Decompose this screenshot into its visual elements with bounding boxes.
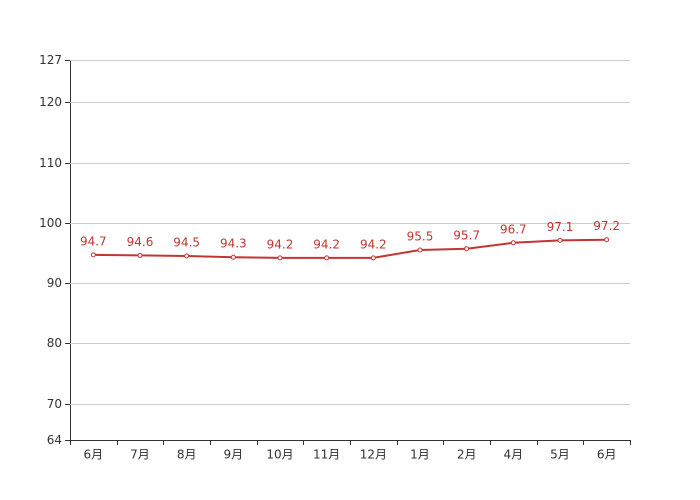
y-tick-label: 64	[47, 433, 62, 447]
point	[464, 246, 470, 252]
y-tick-label: 127	[39, 53, 62, 67]
y-tick-label: 100	[39, 216, 62, 230]
data-label: 94.7	[80, 234, 107, 248]
data-label: 94.2	[360, 237, 387, 251]
y-tick-label: 110	[39, 156, 62, 170]
data-label: 94.2	[313, 237, 340, 251]
y-tick-label: 120	[39, 95, 62, 109]
data-label: 97.2	[593, 219, 620, 233]
x-tick-label: 11月	[313, 448, 340, 462]
x-tick-label: 1月	[410, 448, 430, 462]
x-tick-label: 12月	[360, 448, 387, 462]
data-label: 97.1	[547, 220, 574, 234]
line	[93, 238, 607, 259]
x-tick-label: 4月	[504, 448, 524, 462]
x-tick-label: 6月	[84, 448, 104, 462]
data-label: 95.5	[407, 230, 434, 244]
x-tick-label: 5月	[550, 448, 570, 462]
point	[370, 255, 376, 261]
x-tick-label: 7月	[130, 448, 150, 462]
x-tick-label: 6月	[597, 448, 617, 462]
point	[510, 240, 516, 246]
data-label: 94.5	[173, 236, 200, 250]
x-tick-label: 10月	[266, 448, 293, 462]
y-tick-label: 90	[47, 276, 62, 290]
point	[184, 253, 190, 259]
x-tick-label: 9月	[224, 448, 244, 462]
data-label: 94.2	[267, 237, 294, 251]
data-label: 96.7	[500, 222, 527, 236]
data-label: 94.6	[127, 235, 154, 249]
y-tick-label: 80	[47, 336, 62, 350]
data-label: 94.3	[220, 237, 247, 251]
point	[324, 255, 330, 261]
point	[90, 252, 96, 258]
data-label: 95.7	[453, 228, 480, 242]
point	[277, 255, 283, 261]
point	[604, 237, 610, 243]
point	[557, 237, 563, 243]
x-tick-label: 8月	[177, 448, 197, 462]
point	[417, 247, 423, 253]
x-tick-label: 2月	[457, 448, 477, 462]
y-tick-label: 70	[47, 397, 62, 411]
point	[230, 254, 236, 260]
point	[137, 252, 143, 258]
